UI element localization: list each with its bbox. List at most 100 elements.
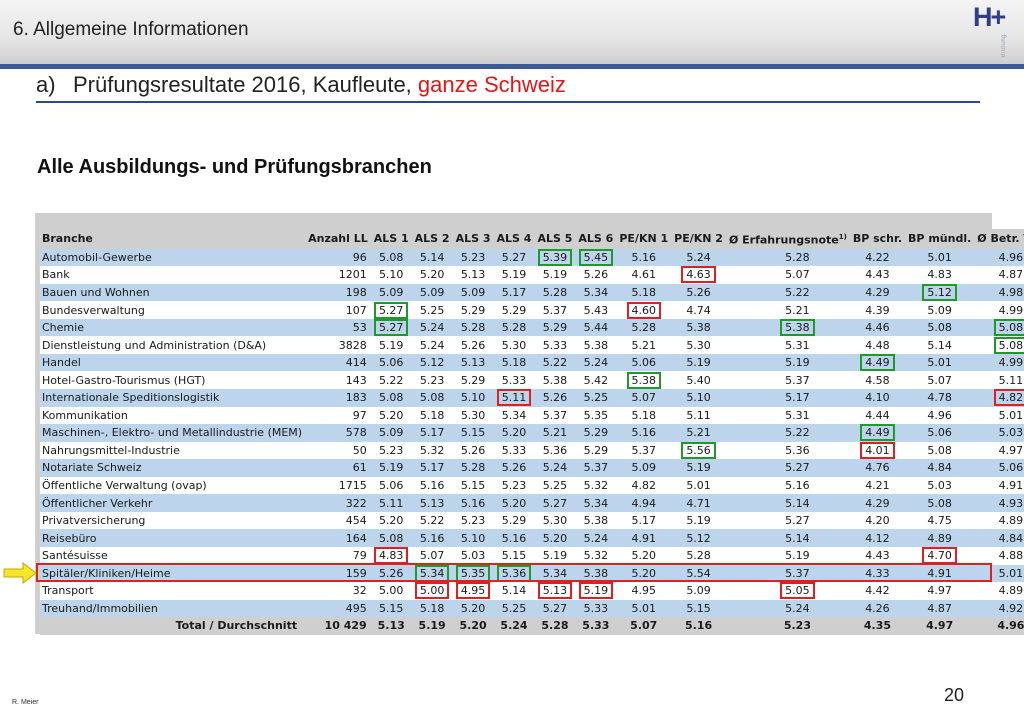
highlighted-value: 5.38 [626,371,661,389]
cell-value: 4.29 [865,496,890,510]
cell-value: 5.28 [501,321,527,335]
cell-value: 5.24 [419,338,445,352]
footnote-marker: 1) [838,233,847,241]
cell-value: 183 [345,391,367,405]
cell-value: 5.25 [419,303,445,317]
cell-value: 5.14 [785,496,810,510]
branch-name: Handel [40,354,305,372]
table-cell: 5.28 [453,459,494,477]
total-cell: 5.33 [575,617,616,635]
cell-value: 5.37 [631,443,657,457]
table-cell: 5.34 [494,407,535,425]
table-cell: 183 [305,389,371,407]
cell-value: 143 [345,373,367,387]
cell-value: 5.09 [631,461,657,475]
table-row: Privatversicherung 454 5.20 5.22 5.23 5.29 5.3… [40,511,1024,530]
table-cell: 5.33 [494,371,535,389]
cell-value: 5.23 [419,373,445,387]
table-cell: 4.84 [905,459,974,477]
logo-subtext: Bildung [1001,34,1007,58]
cell-value: 1201 [338,268,367,282]
table-cell: 5.36 [494,564,535,583]
cell-value: 5.19 [686,461,711,475]
cell-value: 4.22 [865,250,890,264]
column-header: BP mündl. [905,229,974,249]
table-cell: 4.71 [671,494,726,512]
table-cell: 5.33 [494,442,535,460]
branch-name: Kommunikation [40,407,305,425]
branch-name: Santésuisse [40,547,305,565]
table-row: Transport 32 5.00 5.00 4.95 5.14 5.13 5.19 4.95 5… [40,582,1024,600]
cell-value: 4.89 [927,531,952,545]
cell-value: 1715 [338,479,367,493]
cell-value: 5.38 [583,514,609,528]
cell-value: 5.19 [542,549,568,563]
table-cell: 5.21 [534,424,575,442]
cell-value: 5.16 [501,531,527,545]
table-cell: 5.03 [453,547,494,565]
cell-value: 5.27 [501,250,527,264]
cell-value: 5.27 [542,601,568,615]
table-cell: 4.84 [974,529,1024,547]
table-cell: 4.21 [850,477,905,495]
table-cell: 5.24 [671,249,726,267]
column-header: ALS 4 [494,229,535,249]
table-cell: 5.54 [671,565,726,583]
cell-value: 5.32 [583,479,609,493]
table-cell: 4.83 [905,266,974,284]
highlighted-value: 5.05 [780,582,815,600]
cell-value: 5.22 [419,514,445,528]
cell-value: 5.34 [583,286,609,300]
table-cell: 4.98 [974,284,1024,302]
cell-value: 5.13 [419,496,445,510]
cell-value: 4.89 [998,514,1024,528]
table-row: Notariate Schweiz 61 5.19 5.17 5.28 5.26 5.24 5… [40,459,1024,477]
table-cell: 4.75 [905,512,974,530]
table-cell: 4.91 [905,565,974,583]
table-cell: 5.18 [412,407,453,425]
table-cell: 5.45 [575,248,616,267]
cell-value: 5.29 [460,303,486,317]
total-cell: 5.28 [534,617,575,635]
cell-value: 5.07 [927,373,952,387]
cell-value: 5.16 [419,531,445,545]
cell-value: 4.42 [865,584,890,598]
cell-value: 4.61 [631,268,657,282]
cell-value: 5.18 [419,601,445,615]
branch-name: Transport [40,582,305,600]
highlighted-value: 5.27 [373,301,409,319]
cell-value: 5.38 [686,321,711,335]
column-header-label: Branche [42,232,93,246]
table-cell: 5.06 [616,354,671,372]
cell-value: 4.92 [998,601,1024,615]
cell-value: 5.15 [378,601,404,615]
cell-value: 5.33 [501,443,527,457]
cell-value: 5.54 [686,566,711,580]
branch-name: Treuhand/Immobilien [40,600,305,618]
table-cell: 5.13 [453,266,494,284]
cell-value: 4.26 [865,601,890,615]
table-cell: 5.26 [494,459,535,477]
table-cell: 4.82 [974,389,1024,407]
table-cell: 5.27 [726,512,850,530]
table-cell: 5.20 [371,407,412,425]
cell-value: Handel [42,356,81,370]
branch-name: Chemie [40,319,305,337]
table-cell: 5.16 [453,494,494,512]
cell-value: 5.29 [583,426,609,440]
cell-value: 5.23 [378,443,404,457]
table-cell: 5.24 [412,319,453,337]
highlighted-row-frame [36,563,992,582]
table-header-row: Branche Anzahl LL ALS 1 ALS 2 ALS 3 ALS 4 ALS … [40,229,1024,249]
cell-value: 5.19 [686,514,711,528]
cell-value: 5.40 [686,373,711,387]
table-cell: 5.10 [453,529,494,547]
cell-value: 5.20 [501,496,527,510]
table-cell: 4.83 [371,547,412,565]
table-cell: 5.16 [616,249,671,267]
cell-value: 3828 [338,338,367,352]
table-cell: 4.91 [616,529,671,547]
cell-value: 5.25 [583,391,609,405]
cell-value: 5.30 [686,338,711,352]
table-cell: 5.20 [616,547,671,565]
